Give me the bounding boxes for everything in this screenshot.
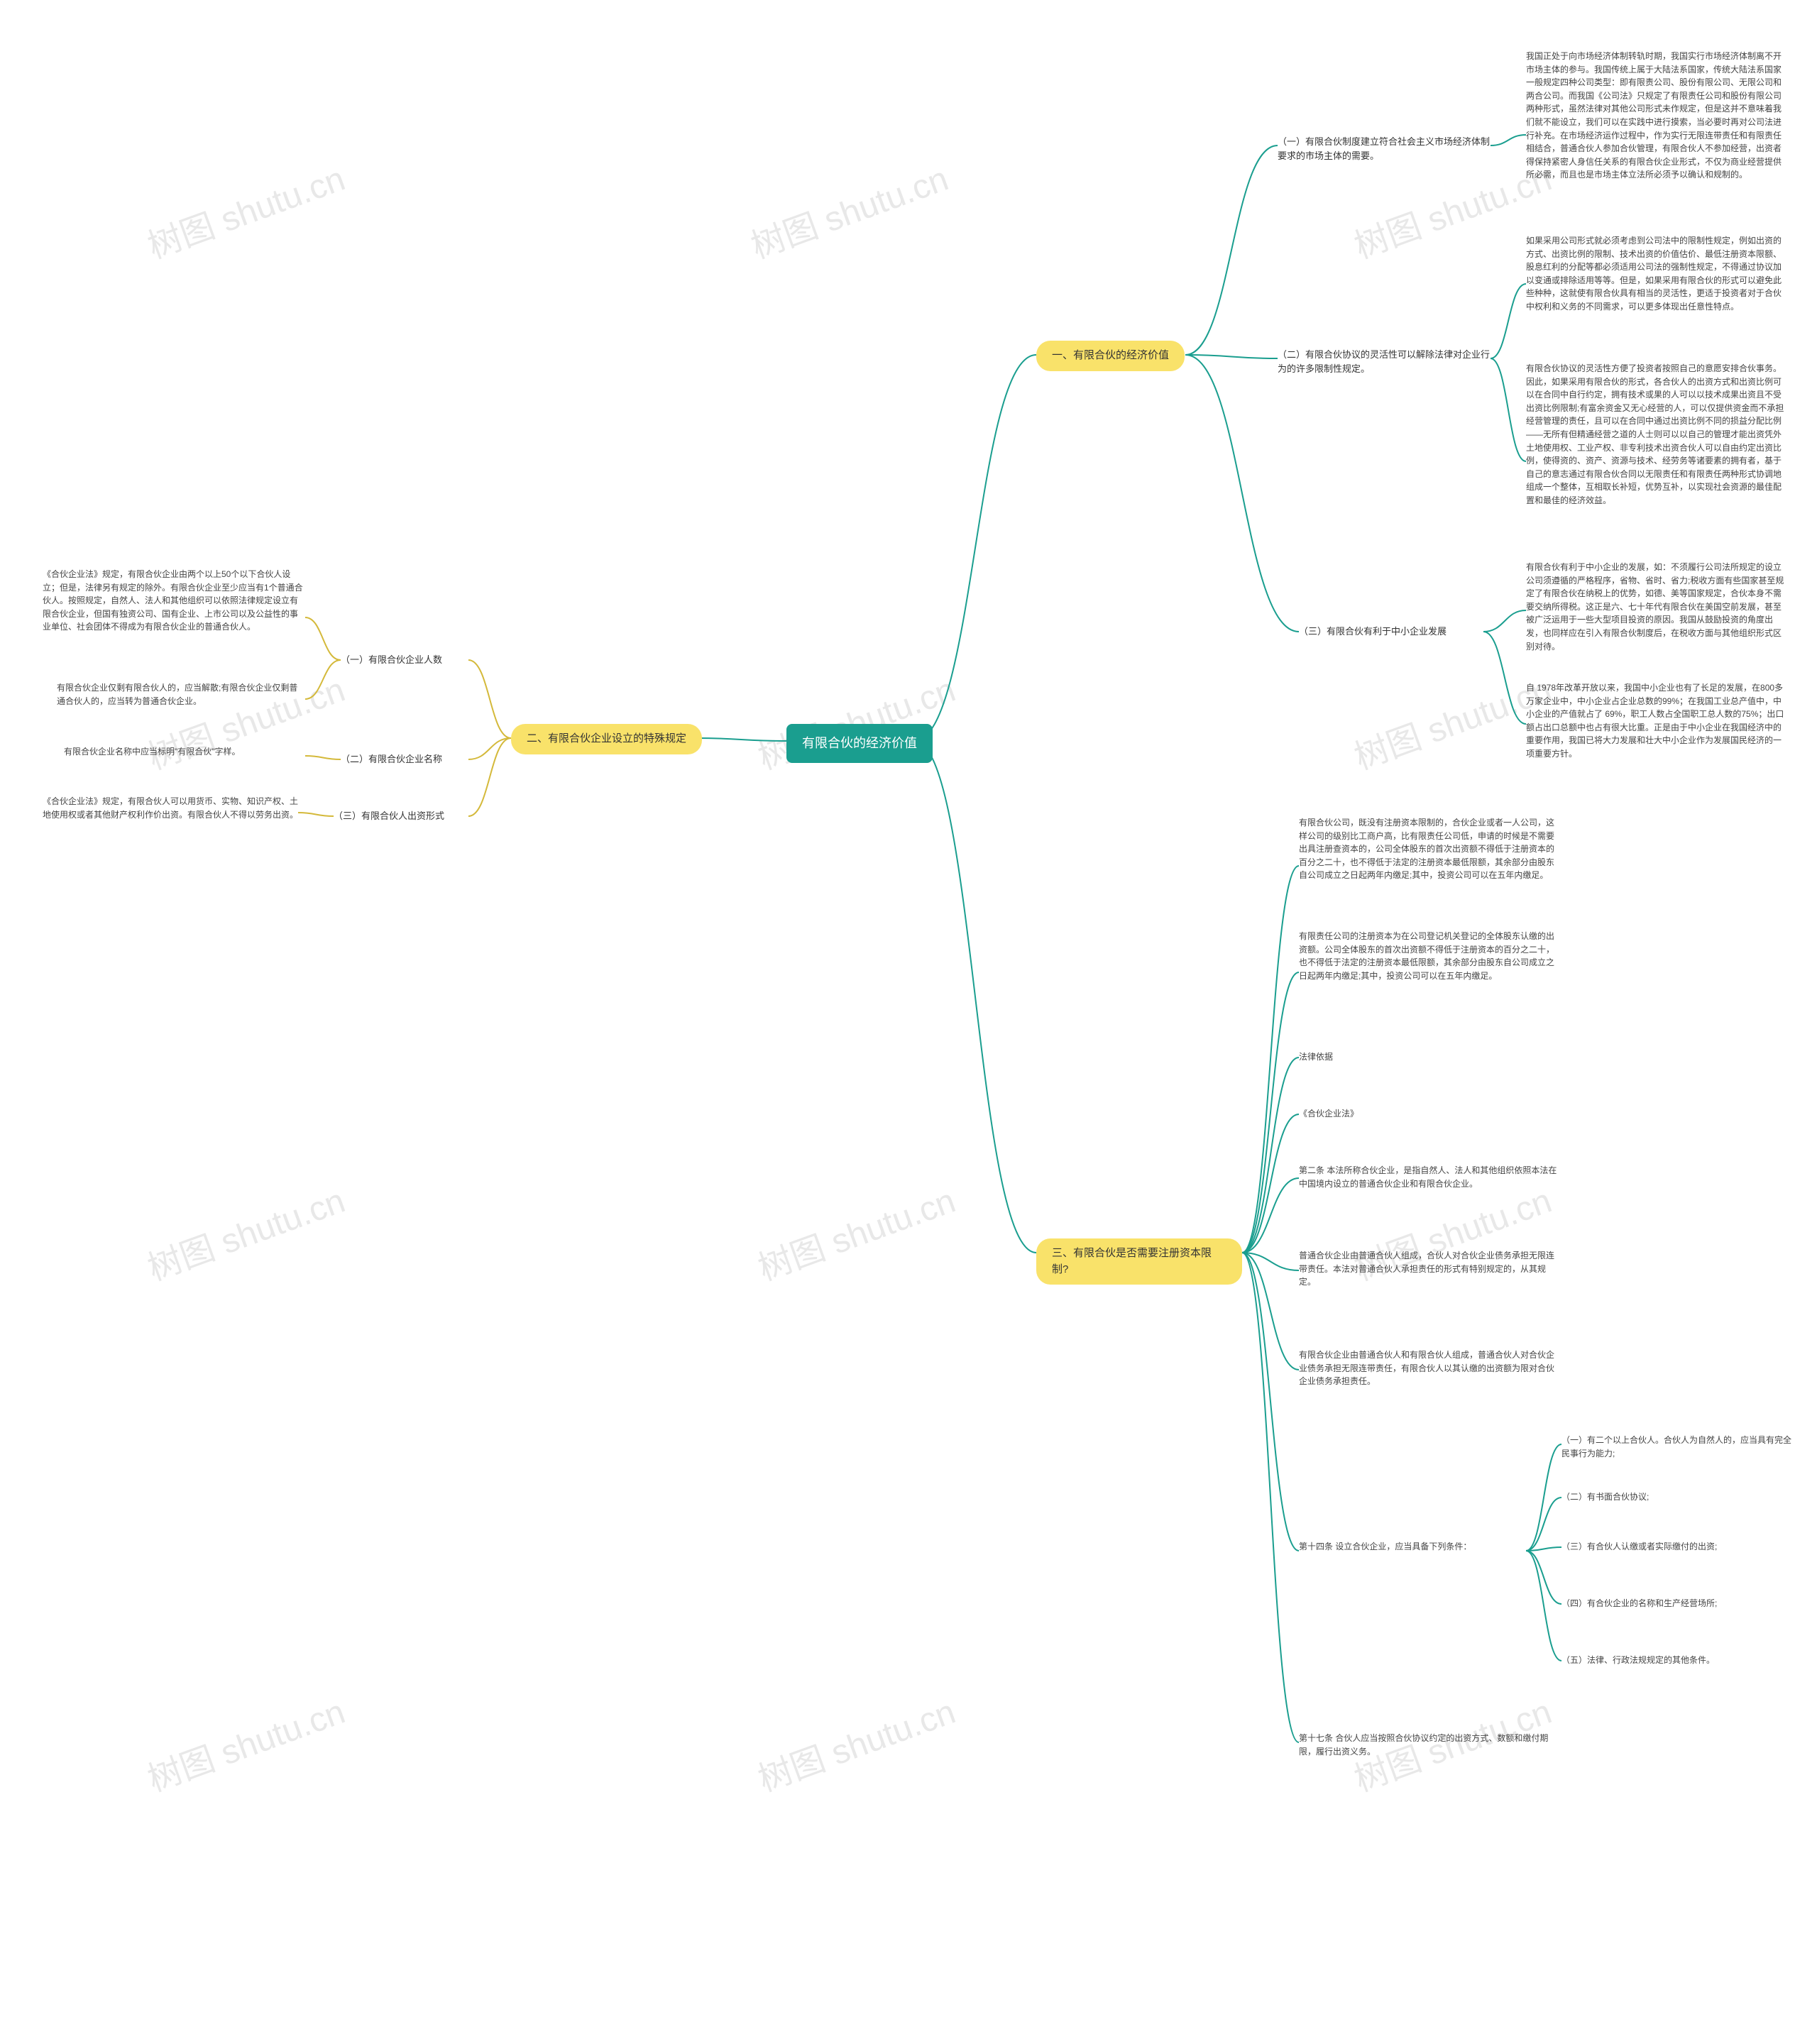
leaf-r1a1: 我国正处于向市场经济体制转轨时期，我国实行市场经济体制离不开市场主体的参与。我国… (1526, 50, 1789, 182)
branch-l2: 二、有限合伙企业设立的特殊规定 (511, 724, 702, 754)
leaf-r3g: 有限合伙企业由普通合伙人和有限合伙人组成，普通合伙人对合伙企业债务承担无限连带责… (1299, 1348, 1561, 1388)
leaf-r3h1: （一）有二个以上合伙人。合伙人为自然人的，应当具有完全民事行为能力; (1561, 1434, 1796, 1460)
leaf-l2c1: 《合伙企业法》规定，有限合伙人可以用货币、实物、知识产权、土地使用权或者其他财产… (43, 795, 298, 821)
watermark: 树图 shutu.cn (140, 150, 351, 268)
leaf-r3e: 第二条 本法所称合伙企业，是指自然人、法人和其他组织依照本法在中国境内设立的普通… (1299, 1164, 1561, 1190)
node-l2a: （一）有限合伙企业人数 (341, 653, 442, 667)
leaf-r1b2: 有限合伙协议的灵活性方便了投资者按照自己的意愿安排合伙事务。因此，如果采用有限合… (1526, 362, 1789, 507)
leaf-r3h4: （四）有合伙企业的名称和生产经营场所; (1561, 1597, 1796, 1610)
leaf-r3d: 《合伙企业法》 (1299, 1107, 1405, 1121)
leaf-r3h3: （三）有合伙人认缴或者实际缴付的出资; (1561, 1540, 1796, 1554)
leaf-r3h5: （五）法律、行政法规规定的其他条件。 (1561, 1654, 1774, 1667)
leaf-r3h: 第十四条 设立合伙企业，应当具备下列条件： (1299, 1540, 1526, 1554)
root-node: 有限合伙的经济价值 (786, 724, 933, 763)
watermark: 树图 shutu.cn (743, 150, 954, 268)
branch-r1: 一、有限合伙的经济价值 (1036, 341, 1185, 371)
leaf-r1b1: 如果采用公司形式就必须考虑到公司法中的限制性规定，例如出资的方式、出资比例的限制… (1526, 234, 1789, 314)
node-r1c: （三）有限合伙有利于中小企业发展 (1299, 625, 1483, 639)
leaf-r3c: 法律依据 (1299, 1050, 1384, 1064)
leaf-r3f: 普通合伙企业由普通合伙人组成，合伙人对合伙企业债务承担无限连带责任。本法对普通合… (1299, 1249, 1561, 1289)
leaf-r3i: 第十七条 合伙人应当按照合伙协议约定的出资方式、数额和缴付期限，履行出资义务。 (1299, 1732, 1561, 1758)
node-r1a: （一）有限合伙制度建立符合社会主义市场经济体制要求的市场主体的需要。 (1278, 135, 1491, 163)
watermark: 树图 shutu.cn (140, 1683, 351, 1801)
leaf-l2a1: 《合伙企业法》规定，有限合伙企业由两个以上50个以下合伙人设立；但是，法律另有规… (43, 568, 305, 634)
leaf-l2a2: 有限合伙企业仅剩有限合伙人的，应当解散;有限合伙企业仅剩普通合伙人的，应当转为普… (57, 681, 305, 708)
watermark: 树图 shutu.cn (750, 1683, 961, 1801)
leaf-r3h2: （二）有书面合伙协议; (1561, 1490, 1718, 1504)
node-r1b: （二）有限合伙协议的灵活性可以解除法律对企业行为的许多限制性规定。 (1278, 348, 1491, 375)
node-l2c: （三）有限合伙人出资形式 (334, 809, 444, 823)
leaf-r3b: 有限责任公司的注册资本为在公司登记机关登记的全体股东认缴的出资额。公司全体股东的… (1299, 930, 1561, 982)
watermark: 树图 shutu.cn (140, 1172, 351, 1290)
watermark: 树图 shutu.cn (750, 1172, 961, 1290)
watermark: 树图 shutu.cn (140, 661, 351, 779)
node-l2b: （二）有限合伙企业名称 (341, 752, 442, 766)
leaf-r1c2: 自 1978年改革开放以来，我国中小企业也有了长足的发展，在800多万家企业中，… (1526, 681, 1789, 761)
leaf-l2b1: 有限合伙企业名称中应当标明"有限合伙"字样。 (64, 745, 305, 759)
branch-r3: 三、有限合伙是否需要注册资本限制? (1036, 1238, 1242, 1285)
leaf-r3a: 有限合伙公司，既没有注册资本限制的，合伙企业或者一人公司，这样公司的级别比工商户… (1299, 816, 1561, 882)
leaf-r1c1: 有限合伙有利于中小企业的发展，如：不须履行公司法所规定的设立公司须遵循的严格程序… (1526, 561, 1789, 653)
